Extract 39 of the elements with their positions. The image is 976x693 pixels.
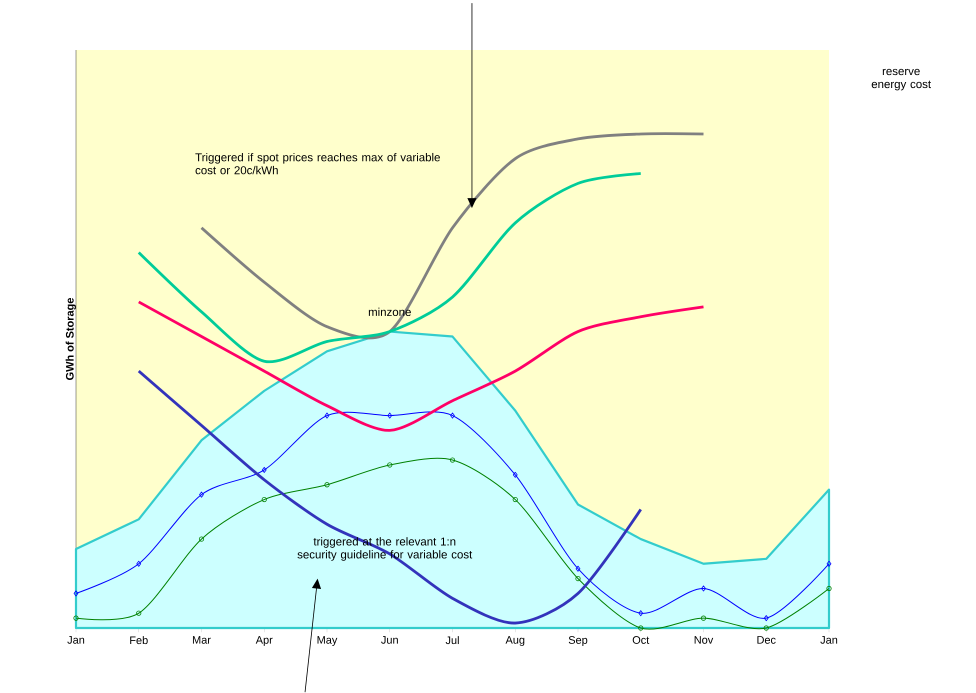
point [136,610,142,616]
point [324,482,330,488]
point [450,412,455,419]
x-tick-label: Feb [130,636,148,644]
point [576,566,580,572]
text: reserve energy cost [872,68,931,90]
point [512,472,518,478]
point [387,462,392,468]
point [324,412,330,419]
point [575,576,581,582]
x-tick-label: Jan [67,636,84,644]
point [198,536,204,542]
x-tick-label: Oct [632,636,650,644]
x-tick-label: Sep [568,636,588,646]
point [764,615,769,622]
point [136,560,142,567]
point [638,625,644,631]
x-tick-label: Jan [820,636,838,644]
point [512,496,518,502]
x-tick-label: Nov [694,636,714,644]
point [701,585,706,592]
point [262,496,267,502]
point [387,412,392,419]
y-axis-title: GWh of Storage [66,298,76,380]
point [700,616,706,621]
point [199,492,204,498]
point [638,610,644,616]
annotation: minzone [368,308,411,316]
x-tick-label: May [318,636,338,646]
annotation: Triggered if spot prices reaches max of variable cost or 20c/kWh [195,152,440,174]
point [262,466,267,473]
x-tick-label: Apr [256,636,273,646]
x-tick-label: Jun [381,636,398,644]
x-tick-label: Jul [446,636,459,644]
x-tick-label: Dec [757,636,776,644]
x-tick-label: Mar [192,636,211,644]
point [450,457,456,463]
x-tick-label: Aug [506,636,524,646]
point [764,625,769,631]
